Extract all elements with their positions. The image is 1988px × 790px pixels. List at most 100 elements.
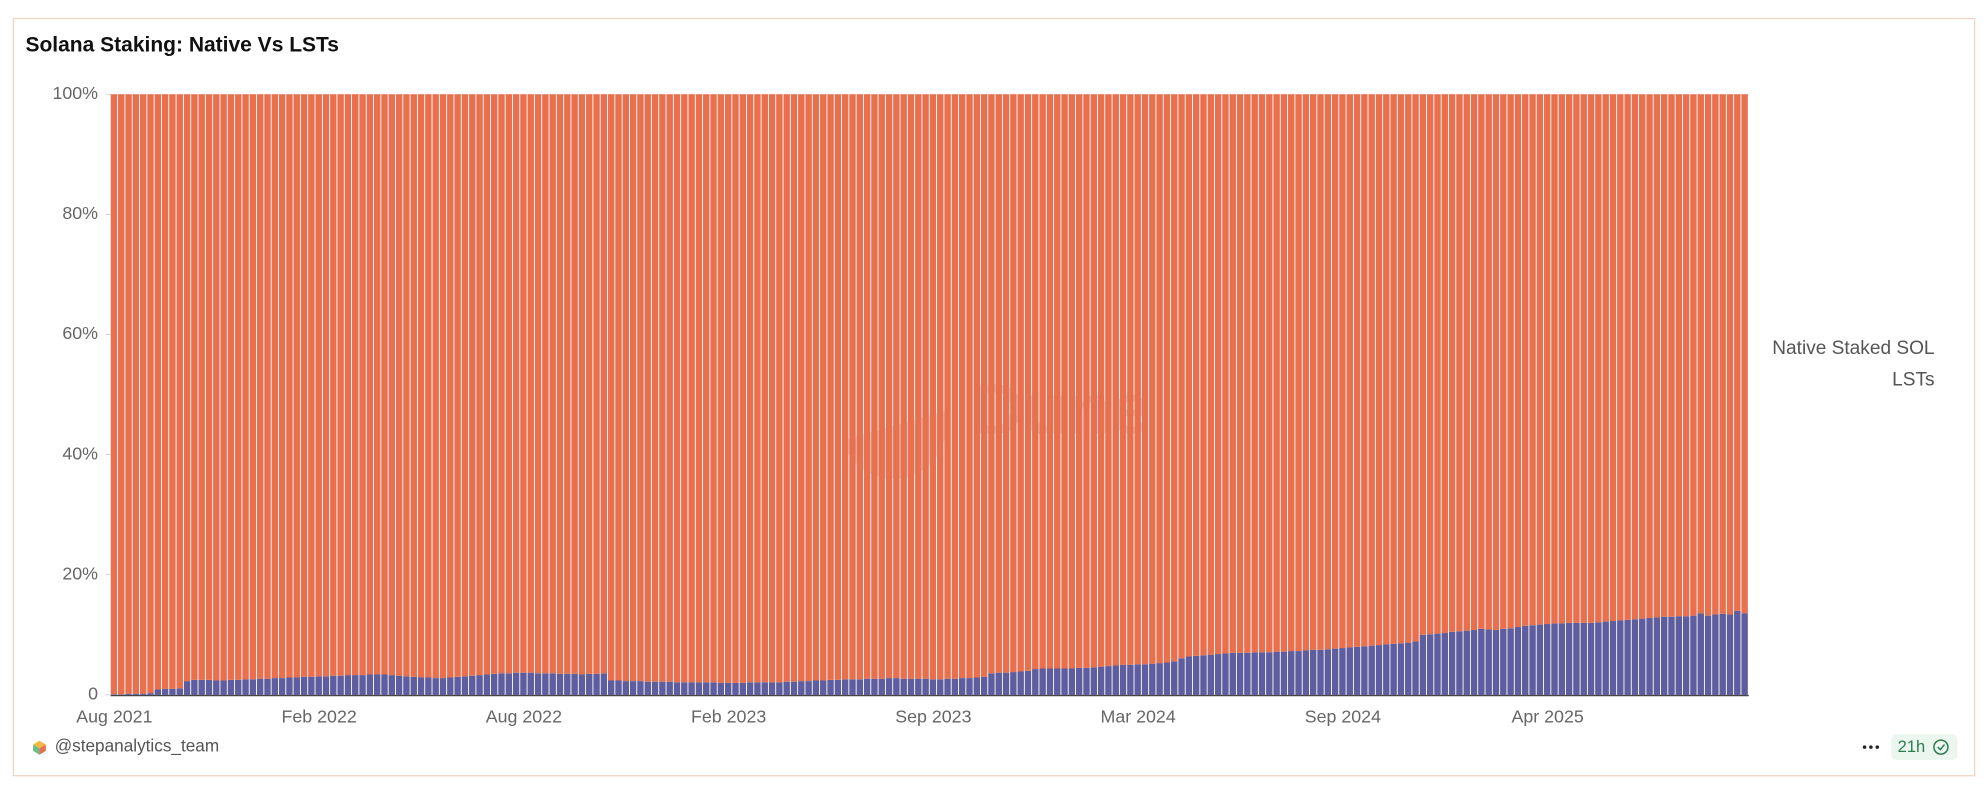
bar-segment [293, 677, 300, 695]
bar-segment [1631, 619, 1639, 695]
bar-segment [754, 682, 761, 695]
bar-segment [1324, 649, 1332, 695]
bar-segment [1383, 644, 1390, 695]
bar-segment [798, 94, 805, 682]
bar-segment [1587, 94, 1595, 623]
bar-segment [1470, 94, 1478, 631]
bar-segment [1134, 94, 1141, 665]
bar-segment [1456, 94, 1463, 632]
bar-segment [1010, 672, 1017, 695]
bar-segment [571, 94, 578, 674]
bar-segment [790, 681, 798, 695]
bar-segment [1514, 627, 1522, 695]
bar-segment [1068, 94, 1076, 669]
bar-segment [966, 678, 973, 695]
bar-segment [1244, 652, 1251, 695]
bar-segment [673, 682, 681, 695]
bar-segment [132, 693, 140, 695]
bar-segment [659, 681, 666, 695]
bar-segment [300, 94, 308, 677]
bar-segment [1068, 668, 1076, 695]
bar-segment [183, 94, 191, 682]
footer: @stepanalytics_team 21h [33, 734, 1958, 760]
bar-segment [1149, 94, 1156, 664]
bar-segment [1361, 646, 1368, 695]
bar-segment [1609, 621, 1617, 695]
bar-segment [1192, 94, 1200, 656]
bar-segment [373, 674, 381, 695]
bar-segment [512, 94, 520, 673]
bar-segment [1434, 633, 1441, 695]
bar-segment [454, 94, 461, 677]
bar-segment [1295, 651, 1302, 695]
bar-segment [1741, 613, 1748, 695]
bar-segment [673, 94, 681, 683]
bar-segment [125, 693, 132, 695]
bar-segment [885, 94, 893, 679]
bar-segment [849, 679, 856, 695]
bar-segment [1302, 650, 1310, 695]
bar-segment [469, 675, 476, 695]
bar-segment [1697, 613, 1704, 695]
bar-segment [805, 681, 812, 695]
bar-segment [1448, 94, 1456, 632]
bar-segment [330, 675, 337, 695]
bar-segment [1317, 94, 1324, 650]
bar-segment [373, 94, 381, 675]
bar-segment [1726, 94, 1734, 615]
bar-segment [322, 94, 330, 677]
bar-segment [1405, 94, 1412, 643]
bar-segment [1331, 94, 1339, 649]
bar-segment [907, 94, 915, 679]
author[interactable]: @stepanalytics_team [55, 736, 219, 756]
bar-segment [739, 682, 747, 695]
bar-segment [1119, 94, 1127, 665]
bar-segment [527, 672, 534, 695]
bar-segment [1295, 94, 1302, 652]
bar-segment [154, 689, 162, 695]
bar-segment [1171, 661, 1178, 695]
bar-segment [132, 94, 140, 694]
bar-segment [1273, 94, 1280, 652]
bar-segment [512, 672, 520, 695]
bar-segment [1375, 645, 1383, 695]
x-tick-label: Aug 2022 [486, 707, 562, 727]
bar-segment [1156, 94, 1163, 664]
bar-segment [951, 678, 959, 695]
bar-segment [1214, 94, 1222, 655]
bar-segment [264, 94, 271, 679]
bar-segment [703, 94, 710, 683]
bar-segment [1317, 649, 1324, 695]
more-button[interactable] [1862, 745, 1880, 749]
bar-segment [973, 94, 981, 678]
bar-segment [147, 693, 154, 695]
bar-segment [1492, 630, 1500, 695]
bar-segment [1668, 94, 1675, 617]
bar-segment [549, 673, 556, 695]
bar-segment [344, 94, 352, 676]
bar-segment [1141, 94, 1149, 665]
bar-segment [944, 94, 951, 679]
bar-segment [578, 674, 586, 695]
legend-label[interactable]: LSTs [1892, 370, 1934, 391]
bar-segment [1302, 94, 1310, 651]
bar-segment [593, 673, 600, 695]
bar-segment [1551, 94, 1558, 624]
bar-segment [1353, 94, 1361, 647]
bar-segment [1097, 666, 1105, 695]
bar-segment [1478, 628, 1485, 695]
bar-segment [110, 694, 118, 695]
bar-segment [242, 94, 249, 680]
bar-segment [403, 676, 410, 695]
bar-segment [776, 682, 783, 695]
bar-segment [820, 680, 827, 695]
bar-segment [1309, 94, 1317, 650]
bar-segment [929, 94, 937, 680]
bar-segment [1119, 664, 1127, 695]
legend-label[interactable]: Native Staked SOL [1772, 338, 1934, 359]
bar-segment [1112, 665, 1119, 695]
bar-segment [1478, 94, 1485, 629]
bar-segment [1514, 94, 1522, 628]
